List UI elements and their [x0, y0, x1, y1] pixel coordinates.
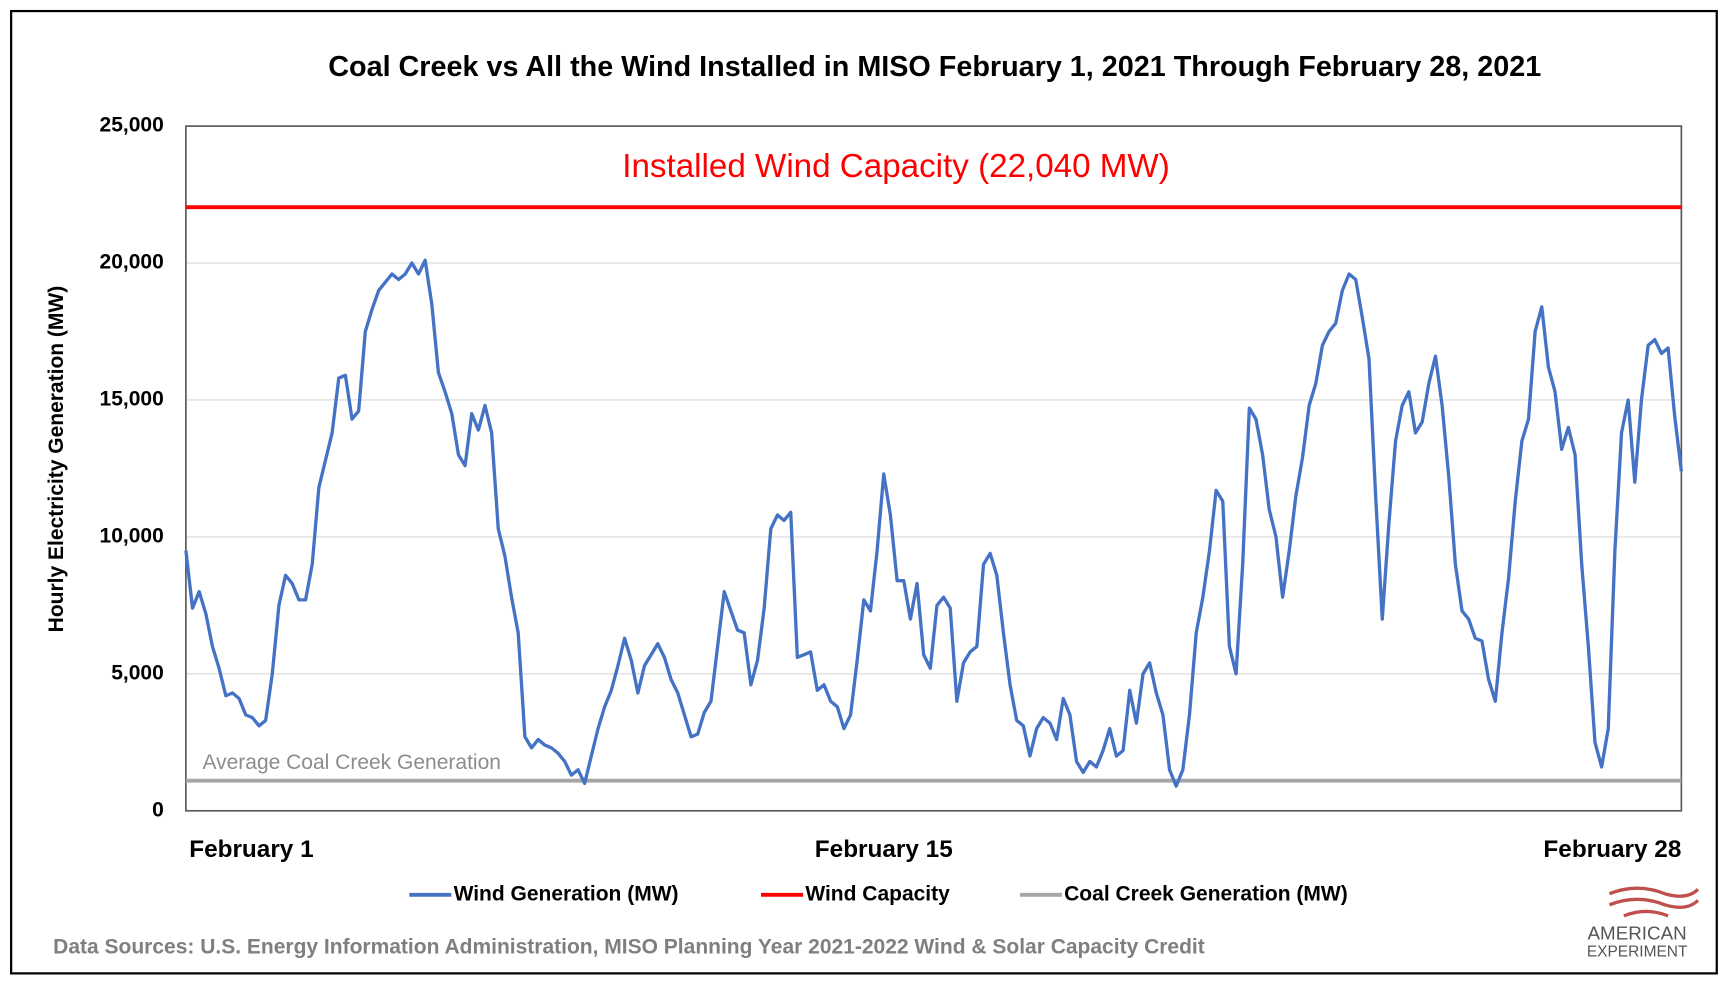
x-tick-label: February 1 [189, 836, 313, 863]
data-line [184, 258, 1684, 788]
y-axis-label: Hourly Electricity Generation (MW) [45, 286, 68, 633]
logo-text: EXPERIMENT [1587, 943, 1688, 960]
y-tick-label: 20,000 [100, 251, 164, 274]
y-tick-label: 25,000 [100, 114, 164, 137]
x-tick-label: February 15 [815, 836, 953, 863]
reference-label: Installed Wind Capacity (22,040 MW) [622, 148, 1170, 185]
logo-flag [1608, 886, 1700, 918]
logo: AMERICAN EXPERIMENT [1587, 886, 1700, 960]
legend-label: Wind Generation (MW) [454, 882, 679, 905]
legend-label: Coal Creek Generation (MW) [1064, 882, 1348, 905]
reference-label: Average Coal Creek Generation [202, 751, 500, 774]
y-tick-label: 15,000 [100, 388, 164, 411]
logo-text: AMERICAN [1588, 923, 1687, 944]
x-tick-label: February 28 [1543, 836, 1681, 863]
source-note: Data Sources: U.S. Energy Information Ad… [53, 935, 1205, 958]
y-tick-label: 0 [152, 798, 164, 821]
y-tick-label: 5,000 [111, 661, 164, 684]
legend-label: Wind Capacity [805, 882, 950, 905]
chart-border [10, 9, 1718, 975]
chart-title: Coal Creek vs All the Wind Installed in … [328, 51, 1541, 83]
y-tick-label: 10,000 [100, 524, 164, 547]
